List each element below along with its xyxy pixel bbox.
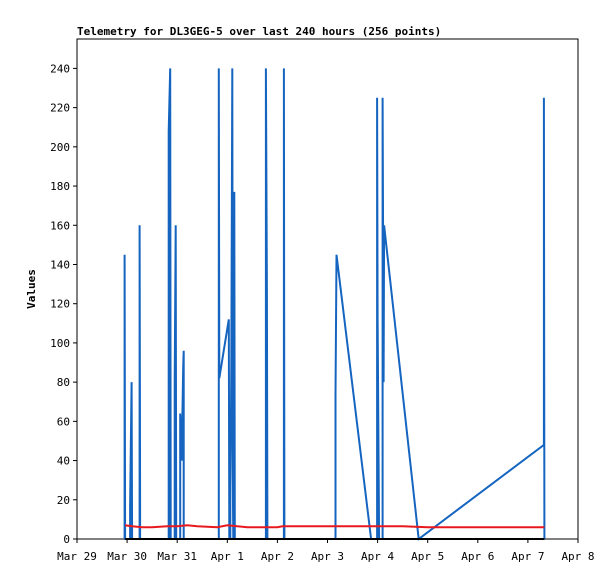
y-tick-label: 20 xyxy=(57,494,70,507)
chart-title: Telemetry for DL3GEG-5 over last 240 hou… xyxy=(77,25,441,38)
y-tick-label: 160 xyxy=(50,219,70,232)
x-tick-label: Apr 8 xyxy=(561,550,594,563)
x-tick-label: Mar 29 xyxy=(57,550,97,563)
y-tick-label: 180 xyxy=(50,180,70,193)
y-tick-label: 100 xyxy=(50,337,70,350)
x-tick-label: Apr 2 xyxy=(261,550,294,563)
x-tick-label: Apr 4 xyxy=(361,550,394,563)
x-axis: Mar 29 Mar 30 Mar 31 Apr 1 Apr 2 Apr 3 Apr 4 Ap… xyxy=(57,539,595,563)
y-tick-label: 140 xyxy=(50,258,70,271)
x-tick-label: Apr 6 xyxy=(461,550,494,563)
x-tick-label: Apr 3 xyxy=(311,550,344,563)
y-axis: 0 20 40 60 80 100 120 140 160 180 200 220 240 xyxy=(50,62,77,546)
series-layer xyxy=(123,68,546,541)
series-line-2 xyxy=(124,524,545,529)
y-tick-label: 60 xyxy=(57,415,70,428)
x-tick-label: Apr 1 xyxy=(211,550,244,563)
x-tick-label: Apr 7 xyxy=(511,550,544,563)
y-tick-label: 40 xyxy=(57,455,70,468)
x-tick-label: Apr 5 xyxy=(411,550,444,563)
y-tick-label: 120 xyxy=(50,298,70,311)
y-tick-label: 200 xyxy=(50,141,70,154)
x-tick-label: Mar 30 xyxy=(107,550,147,563)
y-tick-label: 0 xyxy=(63,533,70,546)
series-line-1 xyxy=(123,68,546,541)
x-tick-label: Mar 31 xyxy=(157,550,197,563)
y-tick-label: 220 xyxy=(50,102,70,115)
y-axis-label: Values xyxy=(25,269,38,309)
plot-area-frame xyxy=(76,38,579,540)
y-tick-label: 80 xyxy=(57,376,70,389)
y-tick-label: 240 xyxy=(50,62,70,75)
